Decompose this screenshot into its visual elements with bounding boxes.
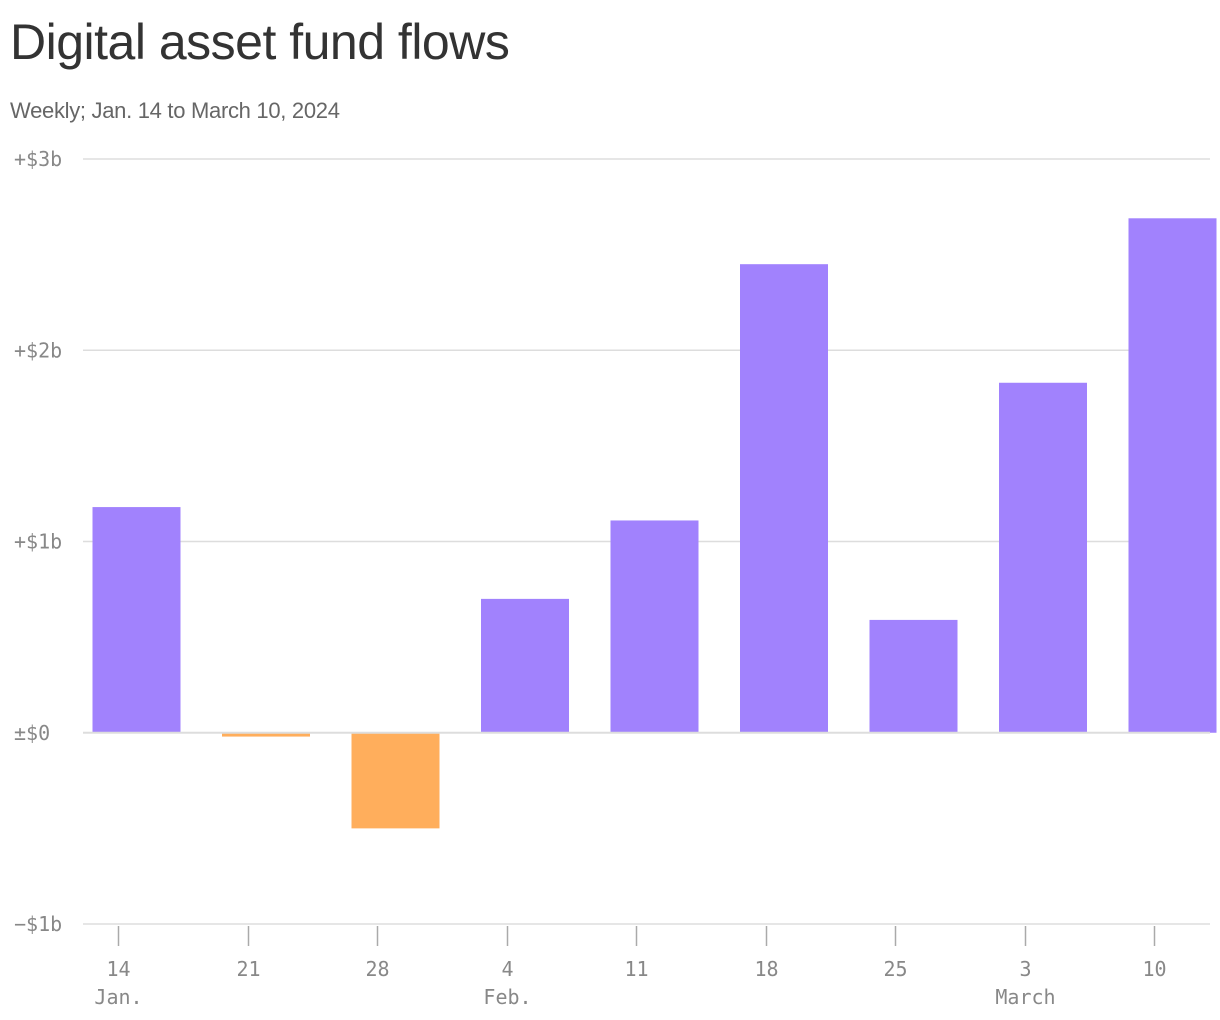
bar-10 [1128, 218, 1217, 733]
y-axis-tick-labels: +$3b +$2b +$1b ±$0 −$1b [14, 147, 62, 936]
month-label: Feb. [483, 985, 531, 1009]
chart-subtitle: Weekly; Jan. 14 to March 10, 2024 [10, 98, 340, 123]
x-tick-label: 28 [365, 957, 389, 981]
x-axis-ticks: 14 21 28 4 11 18 25 3 10 Jan. Feb. March [94, 926, 1167, 1009]
y-tick-label: −$1b [14, 912, 62, 936]
month-label: Jan. [94, 985, 142, 1009]
bar-18 [740, 264, 828, 733]
bar-11 [610, 520, 699, 733]
x-tick-label: 21 [236, 957, 260, 981]
bar-28 [351, 732, 440, 829]
x-tick-label: 10 [1142, 957, 1166, 981]
x-tick-label: 4 [501, 957, 513, 981]
bar-14 [92, 507, 181, 733]
month-label: March [995, 985, 1055, 1009]
chart-title: Digital asset fund flows [10, 14, 510, 70]
y-tick-label: +$2b [14, 338, 62, 362]
x-tick-label: 25 [883, 957, 907, 981]
y-tick-label: +$3b [14, 147, 62, 171]
x-tick-label: 14 [106, 957, 130, 981]
x-tick-label: 3 [1019, 957, 1031, 981]
bar-21 [222, 732, 310, 737]
x-tick-label: 11 [624, 957, 648, 981]
bar-25 [869, 619, 958, 733]
x-tick-label: 18 [754, 957, 778, 981]
bars [92, 218, 1217, 829]
bar-3 [999, 382, 1087, 733]
y-tick-label: ±$0 [14, 721, 50, 745]
bar-4 [481, 598, 569, 733]
y-tick-label: +$1b [14, 530, 62, 554]
